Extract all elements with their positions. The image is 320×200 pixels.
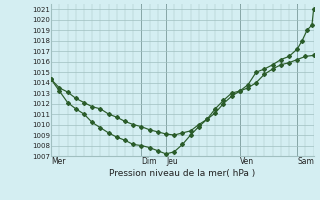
- X-axis label: Pression niveau de la mer( hPa ): Pression niveau de la mer( hPa ): [109, 169, 256, 178]
